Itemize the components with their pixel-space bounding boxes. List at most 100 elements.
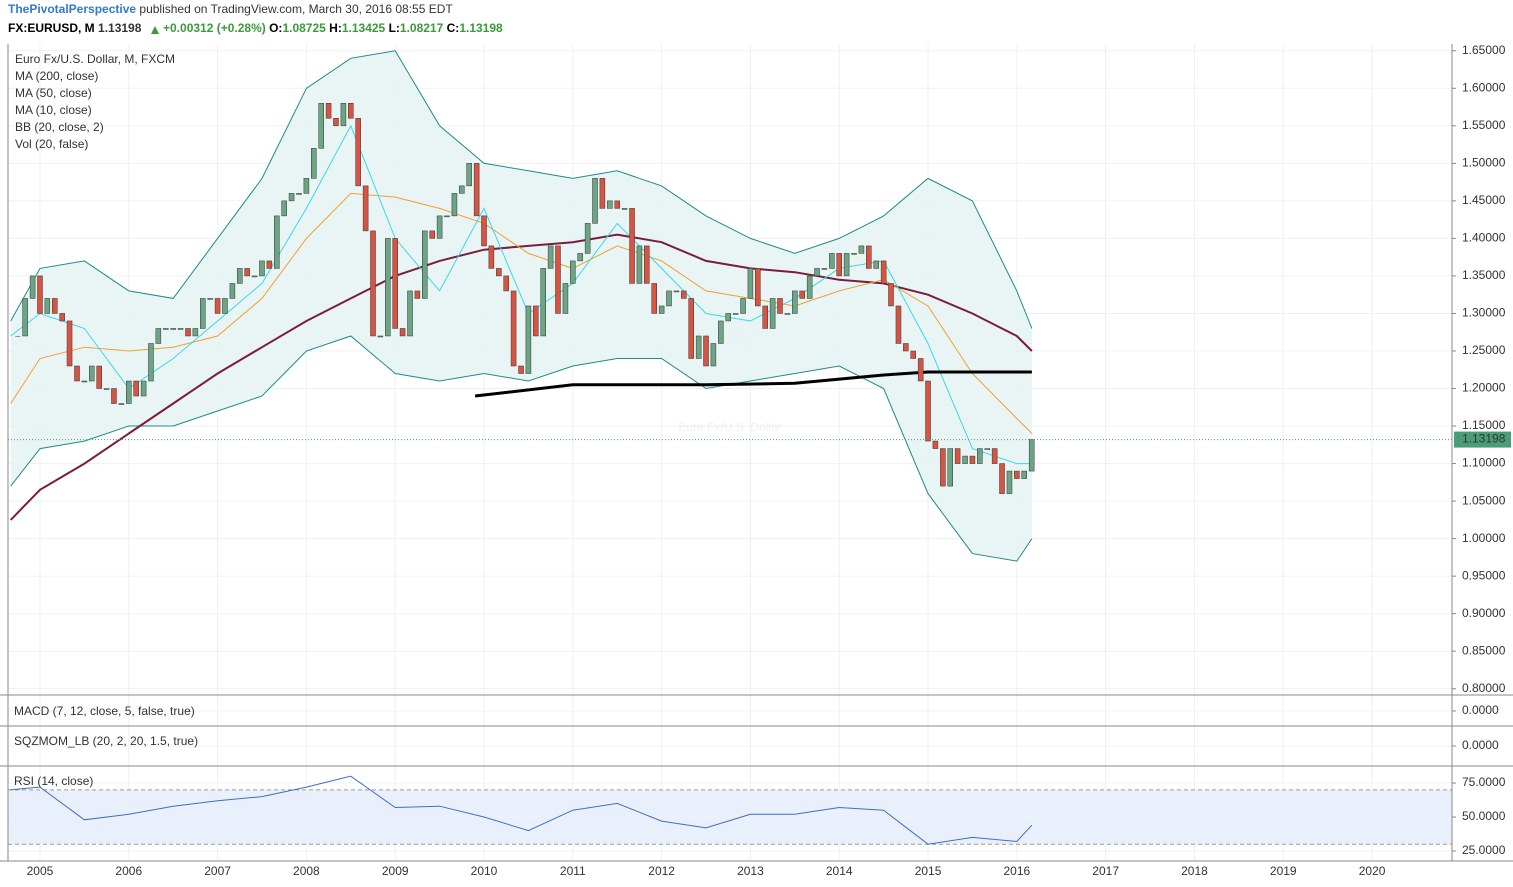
candle (192, 328, 199, 337)
x-tick-label: 2007 (204, 864, 231, 878)
candle (1014, 470, 1020, 479)
candle (510, 290, 517, 367)
candle (954, 448, 961, 464)
legend-entry: MA (200, close) (15, 69, 98, 83)
legend-entry: BB (20, close, 2) (15, 120, 104, 134)
candle (155, 328, 162, 344)
up-arrow (151, 26, 159, 34)
candle (266, 260, 273, 269)
candle (917, 358, 924, 382)
candle (318, 103, 324, 149)
candle (22, 298, 28, 337)
symbol: FX:EURUSD, M (8, 21, 95, 35)
candle (370, 230, 376, 337)
candle (740, 298, 746, 314)
candle (185, 328, 191, 337)
candle (44, 298, 51, 314)
candle (1006, 470, 1013, 494)
candle (362, 185, 369, 232)
candle (140, 380, 147, 397)
candle (148, 343, 154, 382)
y-tick-label: 75.0000 (1462, 775, 1506, 789)
author[interactable]: ThePivotalPerspective (8, 2, 136, 16)
candle (422, 230, 428, 299)
candle (377, 335, 384, 338)
y-tick-label: 1.40000 (1462, 231, 1506, 245)
low: 1.08217 (400, 21, 444, 35)
candle (96, 365, 102, 389)
candle (621, 208, 628, 210)
candle (584, 223, 591, 254)
candle (969, 455, 976, 464)
candle (947, 448, 953, 487)
candle (991, 448, 998, 464)
candle (784, 313, 791, 315)
candle (658, 305, 665, 314)
x-tick-label: 2020 (1359, 864, 1386, 878)
candle (570, 260, 576, 284)
candle (288, 193, 295, 202)
candle (688, 298, 694, 359)
candle (777, 298, 783, 314)
x-tick-label: 2010 (471, 864, 498, 878)
candle (880, 260, 887, 284)
candle (814, 268, 820, 277)
candle (200, 298, 206, 329)
candle (999, 463, 1005, 494)
header-line-1: ThePivotalPerspective published on Tradi… (8, 2, 453, 16)
candle (1028, 439, 1035, 472)
candle (488, 245, 495, 269)
candle (851, 253, 857, 255)
candle (762, 305, 769, 329)
candle (281, 200, 287, 217)
change: +0.00312 (+0.28%) (163, 21, 266, 35)
watermark-subtitle: Euro Fx/U.S. Dollar (678, 420, 781, 434)
x-tick-label: 2016 (1003, 864, 1030, 878)
legend-entry: MA (50, close) (15, 86, 92, 100)
candle (910, 350, 916, 359)
candle (829, 253, 835, 269)
y-tick-label: 1.45000 (1462, 193, 1506, 207)
x-tick-label: 2018 (1181, 864, 1208, 878)
pane-title: MACD (7, 12, close, 5, false, true) (14, 704, 195, 718)
candle (407, 290, 413, 337)
header-line-2: FX:EURUSD, M 1.13198 (8, 21, 142, 35)
candle (806, 275, 813, 299)
x-tick-label: 2011 (560, 864, 586, 878)
candle (925, 380, 931, 442)
candle (555, 245, 561, 314)
candle (163, 328, 169, 330)
candle (577, 253, 583, 262)
y-tick-label: 0.0000 (1462, 703, 1499, 717)
y-tick-label: 1.55000 (1462, 118, 1506, 132)
x-tick-label: 2017 (1092, 864, 1119, 878)
candle (229, 283, 236, 299)
low-label: L: (389, 21, 400, 35)
candle (747, 268, 754, 299)
candle (769, 298, 776, 329)
candle (607, 200, 613, 209)
candle (599, 178, 606, 209)
y-tick-label: 1.35000 (1462, 268, 1506, 282)
candle (303, 178, 310, 194)
pane-title: SQZMOM_LB (20, 2, 20, 1.5, true) (14, 734, 198, 748)
candle (703, 335, 709, 367)
candle (836, 253, 842, 277)
close: 1.13198 (459, 21, 503, 35)
candle (88, 365, 95, 382)
candle (977, 448, 983, 464)
y-tick-label: 1.05000 (1462, 493, 1506, 507)
candle (348, 103, 354, 119)
candle (170, 328, 176, 330)
candle (666, 290, 672, 307)
legend-entry: MA (10, close) (15, 103, 92, 117)
x-tick-label: 2009 (382, 864, 409, 878)
x-tick-label: 2012 (648, 864, 675, 878)
candle (244, 268, 250, 277)
last-price-box (1454, 431, 1511, 448)
candle (873, 260, 880, 269)
y-tick-label: 1.30000 (1462, 306, 1506, 320)
bb-fill (10, 50, 1032, 562)
candle (459, 185, 465, 194)
